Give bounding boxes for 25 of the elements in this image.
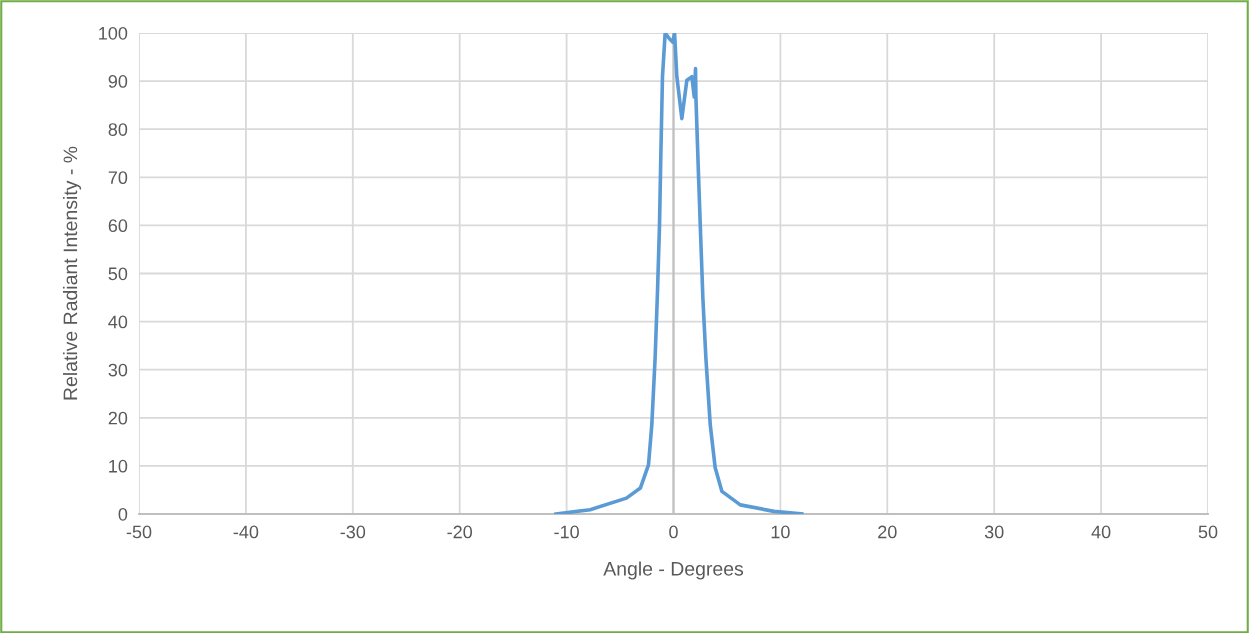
y-tick-label: 40 xyxy=(108,315,128,329)
x-tick-label: -50 xyxy=(126,525,152,539)
y-tick-label: 100 xyxy=(99,26,128,40)
y-axis-title: Relative Radiant Intensity - % xyxy=(62,146,82,400)
y-tick-label: 30 xyxy=(108,363,128,377)
x-tick-label: -40 xyxy=(233,525,259,539)
y-tick-label: 20 xyxy=(108,411,128,425)
x-tick-label: -30 xyxy=(340,525,366,539)
x-tick-label: 0 xyxy=(669,525,678,539)
y-tick-label: 70 xyxy=(108,171,128,185)
x-tick-label: 40 xyxy=(1091,525,1111,539)
y-tick-label: 90 xyxy=(108,75,128,88)
x-tick-label: -10 xyxy=(554,525,579,539)
line-series xyxy=(554,33,804,514)
x-tick-label: 30 xyxy=(984,525,1004,539)
x-tick-label: 50 xyxy=(1198,525,1218,539)
y-tick-label: 0 xyxy=(118,507,128,521)
x-tick-label: -20 xyxy=(447,525,473,539)
x-tick-label: 10 xyxy=(771,525,790,539)
x-tick-label: 20 xyxy=(878,525,897,539)
y-tick-label: 50 xyxy=(108,267,128,281)
y-tick-label: 80 xyxy=(108,123,128,136)
x-axis-title: Angle - Degrees xyxy=(603,561,744,580)
y-tick-label: 10 xyxy=(109,459,128,473)
y-tick-label: 60 xyxy=(108,219,128,233)
